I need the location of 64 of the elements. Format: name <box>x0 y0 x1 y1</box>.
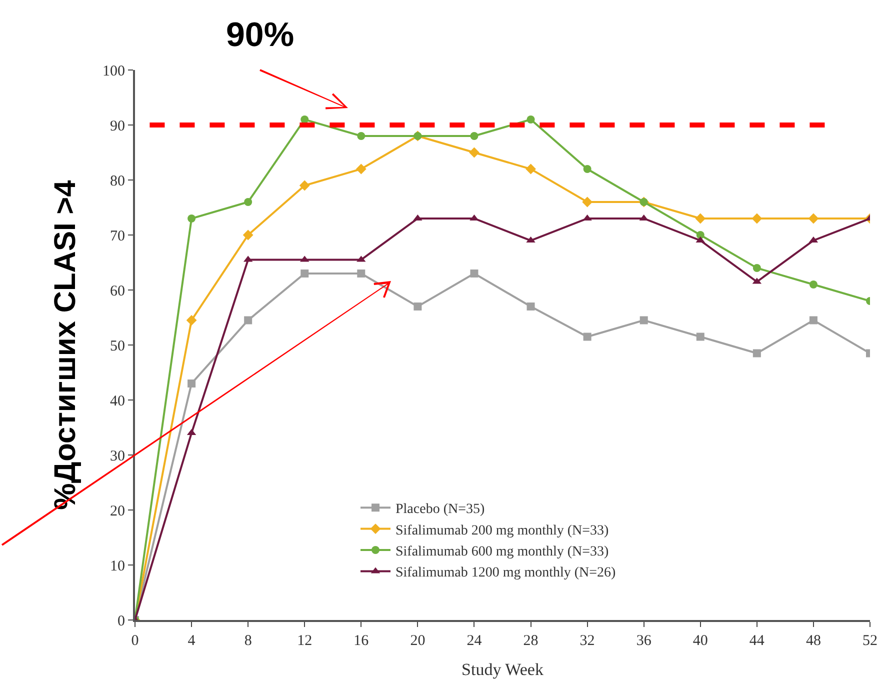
legend-label: Sifalimumab 1200 mg monthly (N=26) <box>396 566 616 581</box>
point <box>470 270 478 278</box>
point <box>469 147 480 158</box>
point <box>695 213 706 224</box>
y-axis-title: %Достигших CLASI >4 <box>49 180 82 510</box>
y-tick-label: 20 <box>110 503 125 520</box>
point <box>357 132 366 140</box>
x-tick-label: 44 <box>749 633 765 649</box>
point <box>300 116 309 124</box>
ref-line-label: 90% <box>226 16 294 54</box>
y-tick-label: 30 <box>110 448 125 464</box>
point <box>582 196 593 208</box>
y-tick-label: 100 <box>102 63 125 80</box>
legend-label: Sifalimumab 200 mg monthly (N=33) <box>396 523 610 538</box>
y-tick-label: 40 <box>110 393 125 410</box>
point <box>752 349 761 358</box>
point <box>696 332 704 341</box>
x-tick-label: 32 <box>580 633 595 649</box>
y-tick-label: 80 <box>110 173 125 190</box>
x-axis-title: Study Week <box>462 660 544 679</box>
point <box>470 132 478 140</box>
point <box>752 264 761 272</box>
point <box>809 316 818 324</box>
x-tick-label: 36 <box>636 633 652 649</box>
point <box>526 116 535 124</box>
x-tick-label: 40 <box>692 633 708 649</box>
legend-label: Sifalimumab 600 mg monthly (N=33) <box>396 544 610 560</box>
point <box>526 302 535 310</box>
point <box>244 198 252 206</box>
point <box>809 280 818 288</box>
x-tick-label: 20 <box>410 633 426 649</box>
point <box>300 270 309 278</box>
x-tick-label: 24 <box>466 633 482 649</box>
legend-label: Placebo (N=35) <box>396 502 485 518</box>
x-tick-label: 12 <box>297 633 312 649</box>
x-tick-label: 16 <box>354 633 370 649</box>
point <box>526 164 536 174</box>
point <box>752 213 762 224</box>
point <box>583 332 592 341</box>
point <box>188 214 196 222</box>
x-tick-label: 8 <box>244 633 252 649</box>
y-tick-label: 10 <box>110 558 125 574</box>
point <box>188 380 196 388</box>
y-tick-label: 60 <box>110 283 125 300</box>
point <box>414 302 422 310</box>
point <box>640 316 648 324</box>
y-tick-label: 0 <box>118 613 125 630</box>
x-tick-label: 0 <box>131 633 139 649</box>
point <box>583 165 592 173</box>
y-tick-label: 50 <box>110 338 125 354</box>
y-tick-label: 70 <box>110 228 125 244</box>
point <box>356 164 366 174</box>
point <box>299 180 310 191</box>
x-tick-label: 48 <box>806 633 821 649</box>
x-tick-label: 4 <box>188 633 196 649</box>
point <box>186 315 197 326</box>
x-tick-label: 28 <box>523 633 538 649</box>
point <box>808 213 819 224</box>
point <box>242 230 254 240</box>
x-tick-label: 52 <box>862 633 878 649</box>
point <box>357 270 366 278</box>
point <box>244 316 252 324</box>
point <box>696 231 704 239</box>
y-tick-label: 90 <box>110 118 125 134</box>
